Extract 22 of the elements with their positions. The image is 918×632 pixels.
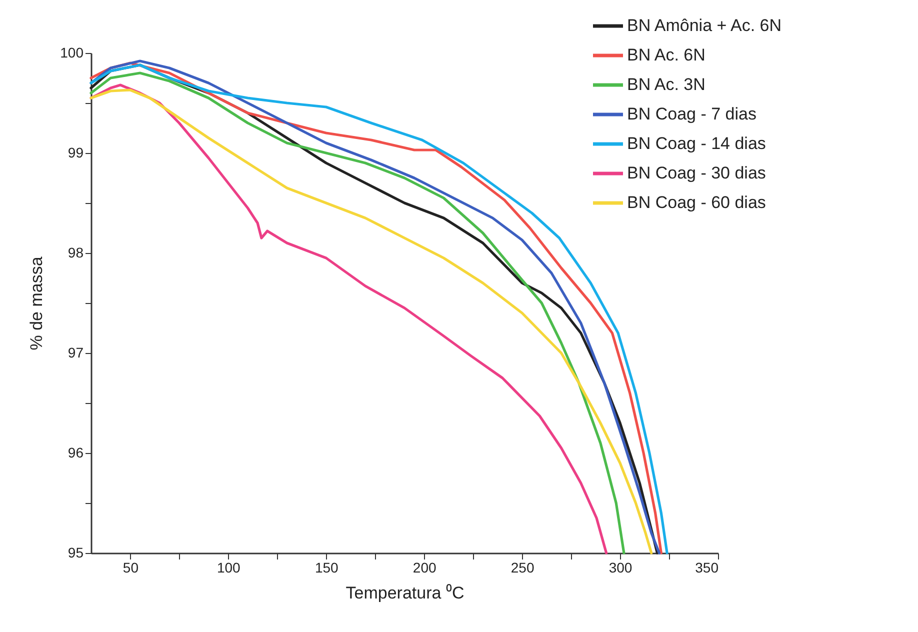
legend-label: BN Coag - 30 dias <box>627 164 766 182</box>
x-tick-label: 50 <box>122 560 139 576</box>
y-tick-label: 97 <box>68 344 84 360</box>
x-tick-label: 300 <box>608 560 632 576</box>
y-tick-label: 99 <box>68 144 84 160</box>
legend-label: BN Coag - 7 dias <box>627 104 756 124</box>
x-tick-label: 100 <box>216 560 241 576</box>
x-tick-label: 200 <box>412 560 436 576</box>
y-tick-label: 98 <box>68 244 84 260</box>
legend-label: BN Ac. 6N <box>627 46 706 64</box>
x-axis-title: Temperatura ⁰C <box>346 584 464 602</box>
y-tick-label: 95 <box>68 544 84 560</box>
x-tick-label: 250 <box>510 560 534 576</box>
legend-label: BN Ac. 3N <box>627 75 706 94</box>
legend-label: BN Amônia + Ac. 6N <box>627 16 782 35</box>
legend-label: BN Coag - 60 dias <box>627 193 766 212</box>
y-tick-label: 96 <box>68 444 84 460</box>
x-tick-label: 150 <box>314 560 339 576</box>
y-tick-label: 100 <box>60 44 84 60</box>
x-tick-label: 350 <box>695 560 719 576</box>
y-axis-title: % de massa <box>27 256 46 350</box>
legend-label: BN Coag - 14 dias <box>627 134 766 153</box>
